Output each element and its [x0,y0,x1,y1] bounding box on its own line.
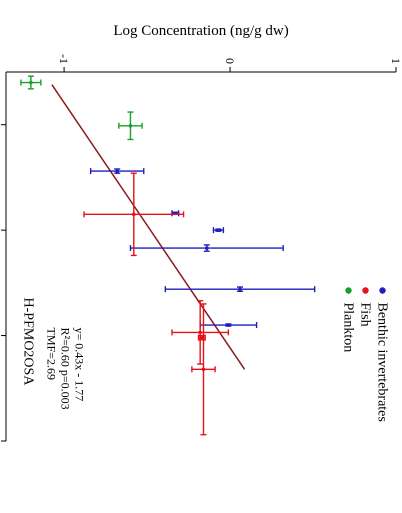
y-axis-title: Log Concentration (ng/g dw) [113,23,288,39]
fish-point [198,330,202,335]
y-tick-label: 0 [223,58,237,64]
benthic-invertebrates-point [115,169,119,173]
annotation-text: R²=0.60 p=0.003 [59,328,73,410]
legend-label-plankton: Plankton [341,303,356,353]
fish-point [200,335,204,340]
legend-marker-plankton [345,287,352,294]
y-tick-label: 1 [389,58,402,64]
plankton-point [128,123,133,128]
compound-label: H-PFMO2OSA [21,298,36,387]
annotation-text: y= 0.43x - 1.77 [73,328,87,402]
plankton-point [29,80,33,85]
legend-label-fish: Fish [358,303,373,327]
fish-point [131,212,136,217]
benthic-invertebrates-point [216,228,221,232]
regression-line [51,84,246,370]
benthic-invertebrates-point [238,287,242,291]
benthic-invertebrates-point [205,246,209,250]
fish-point [201,367,206,372]
benthic-invertebrates-point [226,323,231,327]
legend-label-benthic-invertebrates: Benthic invertebrates [375,303,390,422]
legend-marker-benthic-invertebrates [379,287,386,294]
annotation-text: TMF=2.69 [45,328,59,380]
plot-area: 2345-101Trophic levelLog Concentration (… [1,23,402,442]
legend-marker-fish [362,287,369,294]
y-tick-label: -1 [57,54,71,64]
